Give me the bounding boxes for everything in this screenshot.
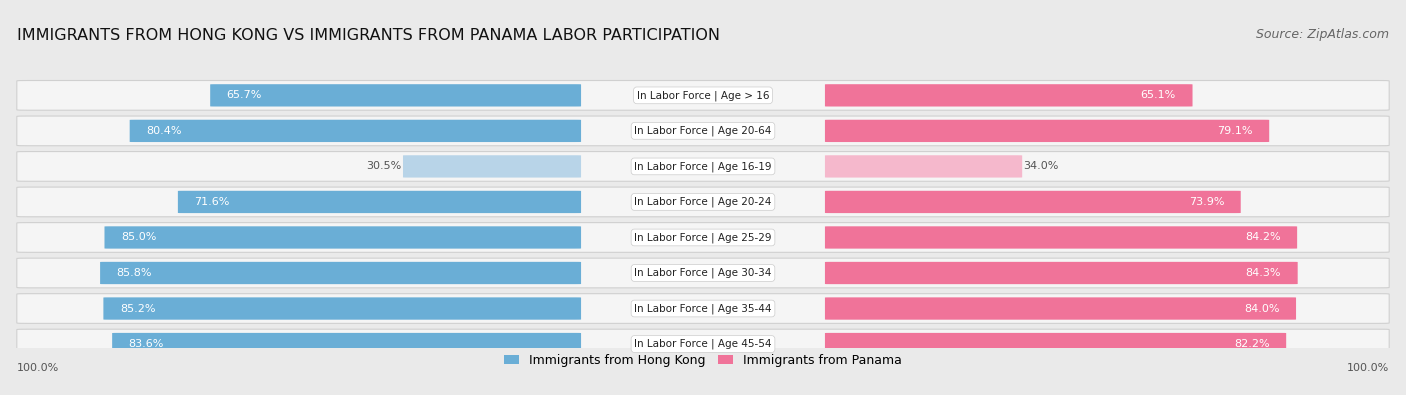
Text: 71.6%: 71.6% [194, 197, 229, 207]
FancyBboxPatch shape [825, 226, 1298, 248]
Text: 100.0%: 100.0% [1347, 363, 1389, 373]
FancyBboxPatch shape [17, 223, 1389, 252]
Text: IMMIGRANTS FROM HONG KONG VS IMMIGRANTS FROM PANAMA LABOR PARTICIPATION: IMMIGRANTS FROM HONG KONG VS IMMIGRANTS … [17, 28, 720, 43]
FancyBboxPatch shape [825, 191, 1240, 213]
Text: In Labor Force | Age 20-24: In Labor Force | Age 20-24 [634, 197, 772, 207]
FancyBboxPatch shape [825, 333, 1286, 355]
Text: 30.5%: 30.5% [367, 162, 402, 171]
FancyBboxPatch shape [129, 120, 581, 142]
FancyBboxPatch shape [112, 333, 581, 355]
FancyBboxPatch shape [104, 226, 581, 248]
Text: In Labor Force | Age 45-54: In Labor Force | Age 45-54 [634, 339, 772, 349]
Text: In Labor Force | Age 20-64: In Labor Force | Age 20-64 [634, 126, 772, 136]
FancyBboxPatch shape [825, 120, 1270, 142]
Text: 83.6%: 83.6% [129, 339, 165, 349]
Text: 73.9%: 73.9% [1188, 197, 1225, 207]
Text: 85.0%: 85.0% [121, 233, 156, 243]
FancyBboxPatch shape [100, 262, 581, 284]
FancyBboxPatch shape [17, 116, 1389, 146]
FancyBboxPatch shape [825, 84, 1192, 107]
Text: 34.0%: 34.0% [1024, 162, 1059, 171]
FancyBboxPatch shape [17, 81, 1389, 110]
FancyBboxPatch shape [825, 262, 1298, 284]
Text: In Labor Force | Age 30-34: In Labor Force | Age 30-34 [634, 268, 772, 278]
Text: In Labor Force | Age 25-29: In Labor Force | Age 25-29 [634, 232, 772, 243]
FancyBboxPatch shape [17, 329, 1389, 359]
Text: 84.3%: 84.3% [1246, 268, 1281, 278]
FancyBboxPatch shape [17, 293, 1389, 324]
FancyBboxPatch shape [17, 152, 1389, 181]
Text: 85.2%: 85.2% [120, 303, 156, 314]
FancyBboxPatch shape [17, 258, 1389, 288]
Text: 80.4%: 80.4% [146, 126, 181, 136]
Text: 100.0%: 100.0% [17, 363, 59, 373]
FancyBboxPatch shape [179, 191, 581, 213]
Text: 84.2%: 84.2% [1244, 233, 1281, 243]
Text: In Labor Force | Age > 16: In Labor Force | Age > 16 [637, 90, 769, 101]
FancyBboxPatch shape [825, 297, 1296, 320]
Text: 65.7%: 65.7% [226, 90, 262, 100]
Text: 85.8%: 85.8% [117, 268, 152, 278]
Text: 82.2%: 82.2% [1234, 339, 1270, 349]
FancyBboxPatch shape [209, 84, 581, 107]
Text: 84.0%: 84.0% [1244, 303, 1279, 314]
FancyBboxPatch shape [104, 297, 581, 320]
Text: 79.1%: 79.1% [1218, 126, 1253, 136]
Text: 65.1%: 65.1% [1140, 90, 1175, 100]
FancyBboxPatch shape [825, 155, 1022, 178]
Text: Source: ZipAtlas.com: Source: ZipAtlas.com [1256, 28, 1389, 41]
Text: In Labor Force | Age 35-44: In Labor Force | Age 35-44 [634, 303, 772, 314]
Text: In Labor Force | Age 16-19: In Labor Force | Age 16-19 [634, 161, 772, 172]
FancyBboxPatch shape [404, 155, 581, 178]
Legend: Immigrants from Hong Kong, Immigrants from Panama: Immigrants from Hong Kong, Immigrants fr… [505, 354, 901, 367]
FancyBboxPatch shape [17, 187, 1389, 217]
